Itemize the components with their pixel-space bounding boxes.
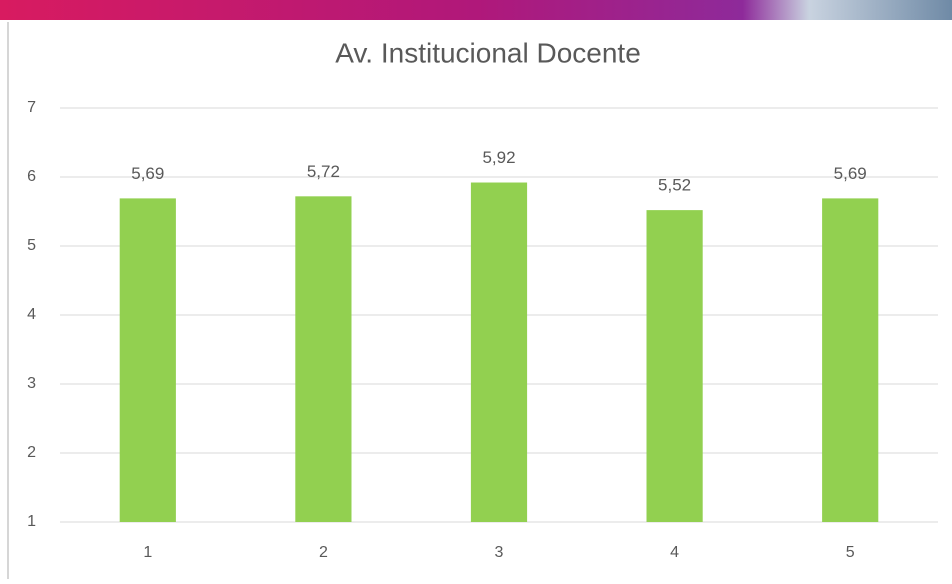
bar	[646, 210, 703, 522]
y-tick-label: 5	[27, 237, 36, 254]
y-tick-label: 7	[27, 99, 36, 116]
x-tick-label: 5	[846, 544, 855, 561]
bar	[822, 198, 879, 522]
value-label: 5,92	[482, 148, 515, 167]
y-tick-label: 1	[27, 513, 36, 530]
value-label: 5,52	[658, 176, 691, 195]
y-tick-label: 2	[27, 444, 36, 461]
value-label: 5,69	[834, 164, 867, 183]
x-tick-label: 3	[495, 544, 504, 561]
bar	[295, 196, 352, 522]
value-label: 5,69	[131, 164, 164, 183]
x-tick-label: 2	[319, 544, 328, 561]
y-tick-label: 3	[27, 375, 36, 392]
y-tick-label: 4	[27, 306, 36, 323]
bar	[470, 182, 528, 522]
header-band	[0, 0, 952, 20]
x-tick-label: 1	[143, 544, 152, 561]
bar	[119, 198, 176, 522]
chart-title: Av. Institucional Docente	[335, 37, 641, 68]
y-tick-label: 6	[27, 168, 36, 185]
x-tick-label: 4	[670, 544, 679, 561]
value-label: 5,72	[307, 162, 340, 181]
